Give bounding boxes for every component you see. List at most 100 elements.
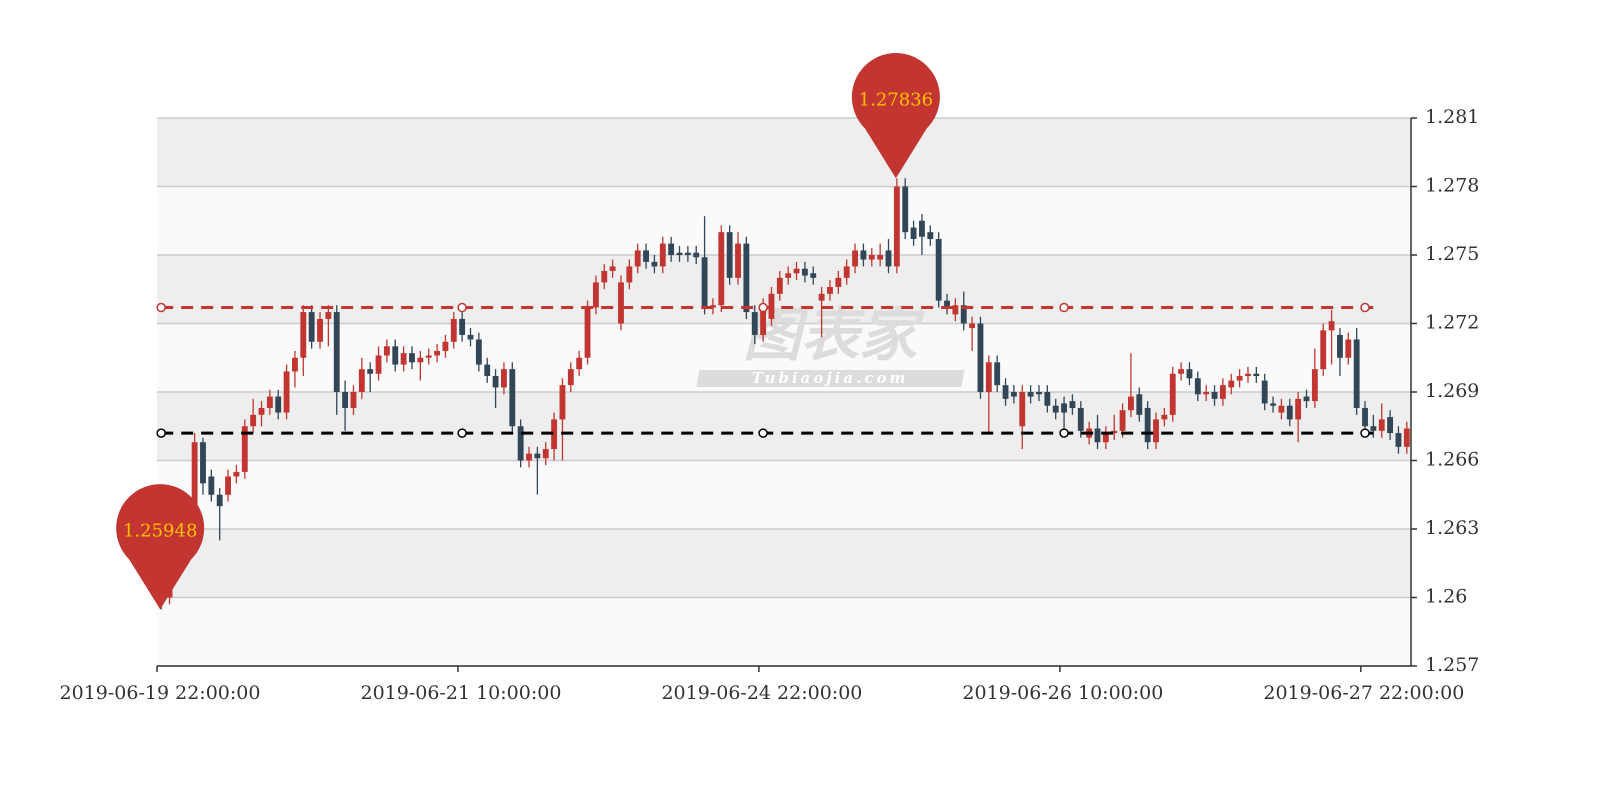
candle-body	[1362, 407, 1368, 427]
candle-body	[576, 357, 583, 370]
candle-body	[417, 357, 424, 363]
candle-body	[501, 369, 507, 388]
candle-body	[342, 392, 349, 408]
candle-body	[910, 227, 917, 240]
y-tick-label: 1.272	[1425, 312, 1479, 334]
candle-body	[1036, 392, 1042, 395]
mark-line-point	[758, 302, 768, 313]
candle-body	[1261, 380, 1268, 404]
candle-body	[860, 250, 867, 260]
x-tick-label: 2019-06-19 22:00:00	[60, 682, 261, 704]
y-tick-label: 1.275	[1425, 243, 1479, 265]
candle-body	[400, 353, 407, 365]
candle-body	[1211, 392, 1218, 399]
candle-body	[1353, 339, 1360, 408]
candle-body	[584, 307, 591, 358]
y-tick-label: 1.263	[1425, 517, 1479, 539]
candle-body	[434, 350, 440, 356]
candle-body	[1303, 396, 1310, 402]
candle-body	[1320, 330, 1327, 370]
candle-body	[551, 419, 558, 450]
candle-body	[626, 266, 633, 283]
split-area	[157, 255, 1411, 324]
candle-body	[810, 273, 817, 278]
x-tick-label: 2019-06-26 10:00:00	[962, 682, 1163, 704]
candle-body	[1178, 369, 1185, 374]
candle-body	[1395, 433, 1402, 447]
candle-body	[651, 261, 658, 267]
x-tick-label: 2019-06-27 22:00:00	[1263, 682, 1464, 704]
candle-body	[902, 186, 909, 233]
candle-body	[517, 426, 524, 461]
candle-body	[191, 442, 198, 507]
candle-body	[492, 376, 499, 388]
candle-body	[375, 355, 382, 374]
mark-line-point	[1059, 302, 1069, 313]
candle-body	[726, 232, 733, 278]
y-tick-label: 1.278	[1425, 175, 1479, 197]
mark-line-point	[156, 302, 166, 313]
candle-body	[718, 232, 725, 306]
candle-body	[1345, 339, 1352, 358]
candle-body	[233, 471, 240, 477]
candle-body	[475, 339, 482, 365]
split-area	[157, 118, 1411, 187]
candle-body	[542, 449, 549, 459]
candle-body	[450, 318, 457, 342]
candle-body	[1102, 433, 1109, 443]
candle-body	[927, 232, 934, 240]
candle-body	[801, 268, 808, 276]
split-area	[157, 597, 1411, 666]
candle-body	[275, 396, 282, 413]
candle-body	[1278, 405, 1285, 413]
candle-body	[835, 277, 842, 287]
candle-body	[442, 341, 449, 351]
y-tick-label: 1.281	[1425, 106, 1479, 128]
candle-body	[994, 362, 1001, 386]
candle-body	[484, 364, 491, 377]
candle-body	[1186, 369, 1193, 379]
candle-body	[868, 255, 875, 260]
mark-line-point	[1059, 428, 1069, 438]
candle-body	[969, 323, 976, 329]
watermark: Tubiaojia.com	[752, 369, 909, 387]
mark-line-point	[156, 428, 166, 438]
candle-body	[1403, 428, 1410, 447]
candle-body	[1203, 392, 1210, 395]
candle-body	[1136, 394, 1143, 415]
candle-body	[885, 250, 892, 267]
pin-label: 1.25948	[123, 520, 197, 541]
candle-body	[668, 243, 675, 255]
y-tick-label: 1.269	[1425, 380, 1479, 402]
candle-body	[843, 266, 850, 278]
pin-label: 1.27836	[859, 89, 933, 110]
candle-body	[1153, 419, 1159, 443]
mark-line-point	[1360, 428, 1370, 438]
candle-body	[634, 250, 641, 267]
candle-body	[1378, 419, 1385, 431]
candle-body	[1002, 385, 1009, 399]
split-area	[157, 186, 1411, 255]
candle-body	[1169, 373, 1176, 415]
candle-body	[283, 371, 290, 413]
candle-body	[1119, 410, 1126, 431]
candle-body	[526, 453, 532, 461]
candle-body	[893, 186, 900, 267]
mark-line-point	[1360, 302, 1370, 313]
candle-body	[1295, 398, 1302, 420]
candle-body	[919, 220, 925, 237]
candle-body	[1370, 426, 1377, 431]
candle-body	[877, 255, 884, 260]
candle-body	[1270, 403, 1276, 406]
candle-body	[300, 312, 307, 358]
mark-line-point	[758, 428, 768, 438]
candle-body	[684, 252, 691, 255]
candle-body	[1194, 378, 1201, 395]
candle-body	[735, 243, 741, 278]
candle-body	[643, 250, 649, 262]
candle-body	[1077, 407, 1084, 431]
candle-body	[1219, 385, 1226, 399]
candle-body	[208, 476, 215, 495]
candle-body	[559, 385, 566, 420]
candle-body	[1144, 407, 1151, 443]
